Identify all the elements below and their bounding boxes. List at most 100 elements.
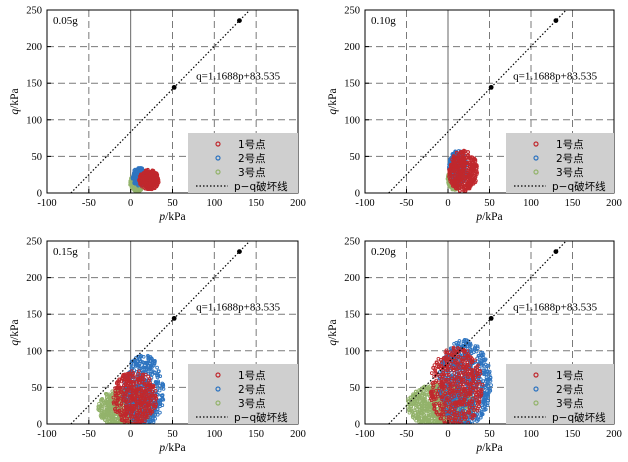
data-point: [423, 397, 428, 402]
data-point: [448, 169, 452, 174]
data-point: [475, 170, 479, 175]
y-tick-label: 250: [344, 6, 360, 17]
data-point: [432, 403, 437, 408]
data-point: [455, 151, 459, 155]
data-point: [473, 157, 477, 162]
legend-marker: [215, 141, 221, 147]
data-point: [419, 408, 424, 413]
data-point: [146, 367, 151, 372]
data-point: [414, 415, 419, 420]
data-point: [458, 151, 463, 155]
data-point: [470, 181, 474, 185]
data-point: [479, 413, 484, 418]
data-point: [112, 401, 116, 406]
data-point: [481, 360, 486, 365]
x-tick-label: -50: [400, 198, 414, 209]
x-axis-label: p/kPa: [158, 211, 185, 223]
y-axis-label: q/kPa: [9, 319, 21, 345]
scatter-points: [128, 166, 161, 193]
y-tick-label: 200: [26, 42, 42, 53]
data-point: [123, 391, 127, 396]
data-point: [134, 379, 139, 384]
data-point: [486, 398, 490, 403]
data-point: [475, 344, 480, 349]
data-point: [140, 411, 145, 416]
data-point: [422, 385, 426, 390]
data-point: [420, 388, 424, 392]
data-point: [466, 150, 471, 154]
data-point: [134, 411, 139, 415]
data-point: [442, 407, 446, 412]
data-point: [130, 386, 134, 390]
data-point: [121, 380, 126, 384]
data-point: [151, 179, 155, 184]
data-point: [105, 413, 109, 418]
data-point: [143, 382, 147, 387]
data-point: [158, 398, 163, 402]
data-point: [478, 377, 483, 381]
data-point: [109, 410, 113, 414]
data-point: [465, 180, 470, 185]
failure-line-marker: [171, 315, 177, 321]
data-point: [419, 401, 424, 406]
y-tick-label: 50: [350, 152, 361, 163]
data-point: [456, 415, 461, 420]
y-tick-label: 250: [26, 6, 42, 17]
legend-marker: [215, 400, 221, 406]
legend-label: p−q破坏线: [552, 180, 606, 193]
data-point: [479, 353, 484, 357]
data-point: [146, 183, 151, 188]
data-point: [144, 367, 149, 371]
data-point: [99, 408, 104, 413]
data-point: [151, 420, 156, 424]
data-point: [105, 407, 110, 412]
data-point: [443, 384, 447, 389]
data-point: [429, 405, 433, 410]
data-point: [406, 399, 410, 403]
data-point: [429, 413, 434, 417]
data-point: [132, 172, 136, 176]
data-point: [123, 403, 128, 407]
data-point: [136, 372, 140, 376]
data-point: [413, 411, 418, 415]
data-point: [134, 392, 139, 397]
data-point: [130, 387, 135, 392]
x-tick-label: -100: [355, 198, 374, 209]
data-point: [148, 372, 153, 376]
panel-label: 0.05g: [53, 15, 78, 27]
data-point: [410, 401, 414, 406]
data-point: [478, 415, 483, 420]
data-point: [133, 407, 137, 411]
data-point: [134, 403, 138, 408]
y-tick-label: 100: [26, 115, 42, 126]
chart-panel-1: q=1.1688p+83.535-100 -50 0 50 100 150 20005010…: [9, 6, 306, 224]
data-point: [137, 381, 142, 385]
data-point: [468, 155, 473, 160]
data-point: [414, 418, 418, 423]
data-point: [415, 410, 420, 415]
data-point: [480, 403, 484, 408]
data-point: [456, 170, 461, 175]
data-point: [113, 389, 118, 393]
data-point: [145, 391, 149, 396]
data-point: [136, 354, 140, 359]
data-point: [417, 397, 421, 401]
data-point: [160, 393, 165, 398]
x-tick-label: 100: [523, 198, 539, 209]
data-point: [473, 358, 477, 363]
data-point: [131, 371, 136, 375]
y-tick-label: 0: [37, 420, 42, 431]
data-point: [474, 166, 478, 171]
data-point: [471, 350, 476, 355]
data-point: [104, 402, 109, 406]
data-point: [485, 392, 489, 397]
data-point: [466, 184, 471, 188]
x-axis-label: p/kPa: [475, 211, 502, 223]
data-point: [139, 388, 144, 393]
data-point: [458, 170, 463, 175]
data-point: [142, 398, 147, 402]
data-point: [145, 181, 149, 186]
data-point: [155, 375, 160, 380]
scatter-points: [96, 353, 166, 424]
